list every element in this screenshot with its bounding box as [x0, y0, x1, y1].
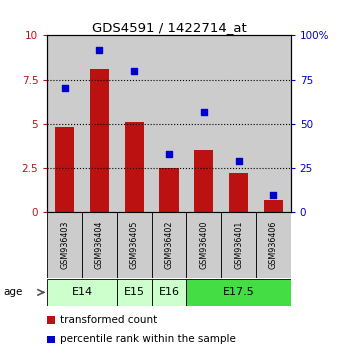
- Bar: [256, 35, 291, 212]
- Text: E14: E14: [72, 287, 93, 297]
- Text: GSM936406: GSM936406: [269, 221, 278, 269]
- Bar: [82, 35, 117, 212]
- Text: age: age: [3, 287, 23, 297]
- Text: GSM936404: GSM936404: [95, 221, 104, 269]
- Bar: [221, 212, 256, 278]
- Bar: [160, 168, 178, 212]
- Text: percentile rank within the sample: percentile rank within the sample: [60, 335, 236, 344]
- Bar: [194, 150, 213, 212]
- Point: [97, 47, 102, 52]
- Bar: [117, 212, 152, 278]
- Bar: [186, 212, 221, 278]
- Point: [166, 151, 172, 157]
- Bar: [47, 212, 82, 278]
- Bar: [82, 212, 117, 278]
- Bar: [125, 122, 144, 212]
- Bar: [264, 200, 283, 212]
- Bar: [229, 173, 248, 212]
- Text: E15: E15: [124, 287, 145, 297]
- Bar: [256, 212, 291, 278]
- Bar: [152, 212, 186, 278]
- Bar: [47, 279, 117, 306]
- Text: E16: E16: [159, 287, 179, 297]
- Text: GSM936400: GSM936400: [199, 221, 208, 269]
- Bar: [186, 279, 291, 306]
- Text: GSM936402: GSM936402: [165, 221, 173, 269]
- Title: GDS4591 / 1422714_at: GDS4591 / 1422714_at: [92, 21, 246, 34]
- Text: GSM936401: GSM936401: [234, 221, 243, 269]
- Bar: [221, 35, 256, 212]
- Text: transformed count: transformed count: [60, 315, 157, 325]
- Text: GSM936405: GSM936405: [130, 221, 139, 269]
- Bar: [117, 279, 152, 306]
- Text: GSM936403: GSM936403: [60, 221, 69, 269]
- Point: [201, 109, 207, 114]
- Bar: [152, 279, 186, 306]
- Bar: [117, 35, 152, 212]
- Bar: [47, 35, 82, 212]
- Point: [236, 158, 241, 164]
- Bar: [186, 35, 221, 212]
- Bar: [152, 35, 186, 212]
- Text: E17.5: E17.5: [223, 287, 255, 297]
- Point: [131, 68, 137, 74]
- Point: [62, 86, 67, 91]
- Point: [271, 192, 276, 198]
- Bar: [55, 127, 74, 212]
- Bar: [90, 69, 109, 212]
